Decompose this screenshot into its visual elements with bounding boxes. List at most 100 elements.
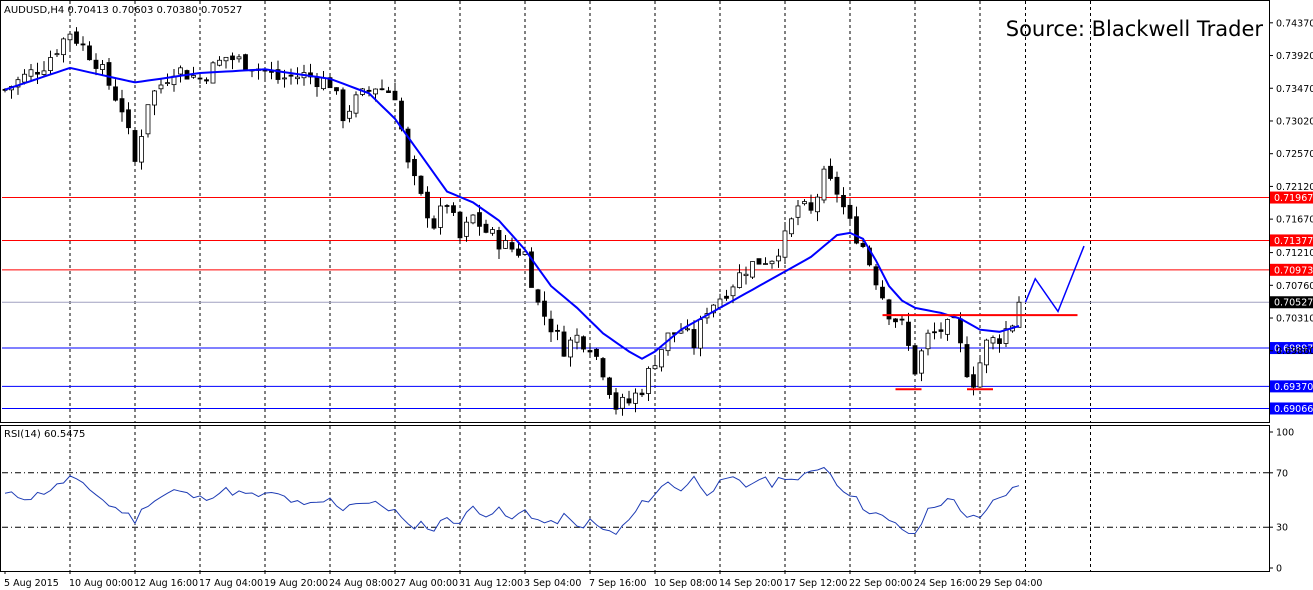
candle-body [652, 365, 658, 370]
x-tick-label: 3 Sep 04:00 [524, 578, 581, 589]
candle-body [997, 338, 1002, 344]
rsi-y-tick-label: 0 [1276, 564, 1282, 575]
candle-body [932, 331, 937, 334]
price-ma [4, 66, 1020, 360]
candle-body [555, 329, 560, 332]
candle-body [828, 165, 833, 179]
candle-body [217, 59, 222, 66]
candle-body [958, 318, 963, 344]
level-tag-label: 0.71377 [1274, 236, 1313, 247]
candle-body [659, 349, 664, 368]
candle-body [438, 205, 443, 228]
x-tick-label: 10 Sep 08:00 [654, 578, 717, 589]
y-tick-label: 0.71210 [1276, 248, 1313, 259]
candle-body [691, 329, 697, 349]
candle-body [80, 43, 86, 46]
candle-body [594, 348, 599, 357]
candle-body [516, 248, 521, 256]
level-tag-label: 0.71967 [1274, 193, 1313, 204]
candle-body [873, 266, 879, 286]
candle-body [535, 289, 541, 303]
candle-body [737, 272, 742, 288]
candle-body [340, 89, 346, 122]
x-axis: 5 Aug 2015 10 Aug 00:00 12 Aug 16:00 17 Aug… [4, 571, 1042, 589]
y-tick-label: 0.69860 [1276, 346, 1313, 357]
rsi-grid [2, 426, 1269, 571]
candle-body [834, 176, 840, 195]
x-tick-label: 17 Sep 12:00 [784, 578, 847, 589]
candle-body [470, 214, 476, 224]
candle-body [886, 299, 892, 320]
candle-body [119, 98, 125, 113]
x-tick-label: 7 Sep 16:00 [589, 578, 646, 589]
candle-body [893, 318, 898, 323]
candle-body [347, 110, 352, 119]
x-tick-label: 19 Aug 20:00 [264, 578, 328, 589]
candle-body [158, 84, 164, 90]
level-tag [1270, 402, 1313, 415]
candle-body [223, 56, 229, 62]
candle-body [282, 77, 287, 80]
rsi-axis: 100 70 30 0 [1269, 428, 1294, 575]
candle-body [509, 242, 515, 250]
y-tick-label: 0.72120 [1276, 182, 1313, 193]
y-tick-label: 0.70760 [1276, 281, 1313, 292]
level-tag [1270, 342, 1313, 355]
current-price-label: 0.70527 [1274, 298, 1313, 309]
price-levels: 0.69066 0.69370 0.69897 0.70973 0.71377 0.719… [2, 191, 1313, 415]
candle-body [964, 344, 970, 378]
candle-body [776, 255, 781, 262]
candle-body [906, 321, 911, 346]
candle-body [607, 377, 612, 395]
candle-body [405, 128, 411, 163]
level-tag-label: 0.69370 [1274, 382, 1313, 393]
price-title: AUDUSD,H4 0.70413 0.70603 0.70380 0.7052… [4, 5, 242, 16]
candle-body [938, 329, 944, 332]
rsi-line [4, 466, 1020, 536]
candle-body [15, 79, 21, 88]
candle-body [288, 74, 294, 77]
candle-body [145, 104, 151, 135]
candle-body [35, 71, 40, 75]
candle-body [418, 175, 424, 194]
candle-body [685, 328, 690, 331]
candle-body [379, 88, 385, 91]
level-tag [1270, 263, 1313, 276]
candle-body [54, 53, 60, 56]
candle-body [503, 240, 508, 249]
candle-body [204, 79, 209, 82]
candle-body [769, 260, 775, 265]
moving-average-line [4, 66, 1020, 360]
candle-body [1003, 328, 1009, 344]
candle-body [854, 216, 859, 244]
candle-body [412, 158, 417, 177]
candle-body [561, 331, 567, 357]
candle-body [782, 230, 788, 258]
candle-body [789, 218, 794, 235]
rsi-panel [0, 425, 1270, 572]
candle-body [236, 56, 242, 60]
x-tick-label: 12 Aug 16:00 [134, 578, 198, 589]
candle-body [925, 332, 931, 350]
candle-body [711, 304, 716, 314]
x-tick-label: 24 Aug 08:00 [329, 578, 393, 589]
candle-body [945, 319, 950, 335]
candle-body [392, 90, 398, 101]
candle-body [483, 223, 489, 233]
candle-body [756, 258, 762, 265]
level-tag-label: 0.69066 [1274, 404, 1313, 415]
x-tick-label: 29 Sep 04:00 [979, 578, 1042, 589]
rsi-title: RSI(14) 60.5475 [4, 429, 85, 440]
candle-body [763, 263, 768, 265]
candle-body [451, 205, 456, 213]
candle-body [626, 398, 632, 404]
candle-body [67, 33, 73, 41]
rsi-y-tick-label: 100 [1276, 428, 1294, 439]
candle-body [646, 367, 651, 394]
candle-body [548, 318, 554, 333]
y-tick-label: 0.70310 [1276, 314, 1313, 325]
candle-body [808, 202, 814, 211]
rsi-y-tick-label: 30 [1276, 523, 1288, 534]
rsi-y-tick-label: 70 [1276, 468, 1288, 479]
candle-body [600, 358, 606, 378]
